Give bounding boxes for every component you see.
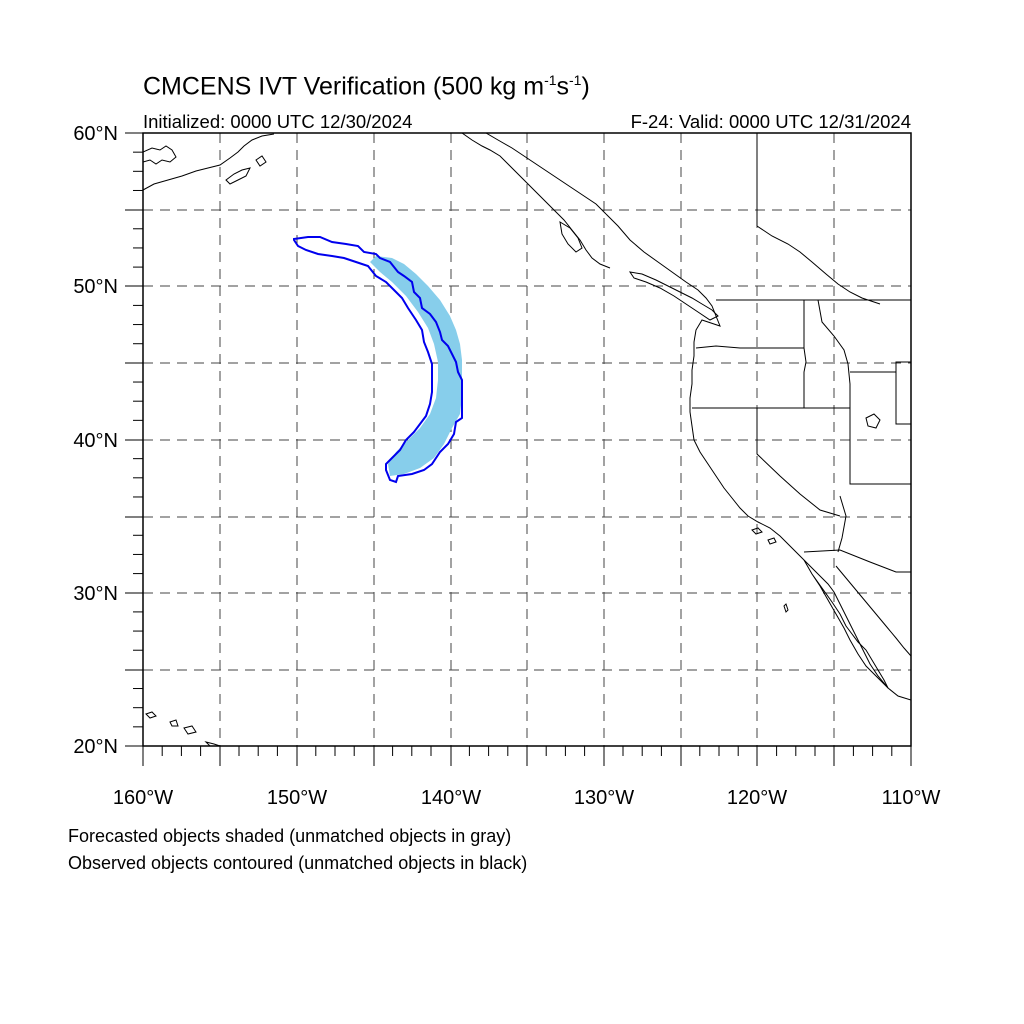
mexico-west-coastline xyxy=(835,565,911,657)
legend-forecast-note: Forecasted objects shaded (unmatched obj… xyxy=(68,826,512,846)
idaho-border xyxy=(803,299,851,408)
y-tick-label-20: 20°N xyxy=(73,736,118,758)
graticule xyxy=(143,133,911,746)
x-tick-label-120w: 120°W xyxy=(727,787,787,809)
arizona-border xyxy=(837,495,847,553)
kodiak-coastline xyxy=(225,167,251,185)
channel-islands xyxy=(751,527,777,545)
baja-california-coastline xyxy=(803,559,889,689)
x-tick-label-110w: 110°W xyxy=(882,787,941,809)
mexico-us-border xyxy=(803,549,911,573)
rocky-mountain-interior xyxy=(756,225,881,305)
map-title: CMCENS IVT Verification (500 kg m-1s-1) xyxy=(143,72,590,101)
y-tick-label-60: 60°N xyxy=(73,123,118,145)
minor-tick-marks xyxy=(133,151,893,756)
x-tick-label-150w: 150°W xyxy=(267,787,327,809)
observed-object-contour xyxy=(293,236,463,484)
legend-observed-note: Observed objects contoured (unmatched ob… xyxy=(68,853,528,873)
y-tick-label-40: 40°N xyxy=(73,430,118,452)
washington-oregon-border xyxy=(695,345,807,408)
alaska-island-coastline xyxy=(255,155,267,167)
southeast-alaska-inner-coast xyxy=(485,133,607,215)
california-nevada-border xyxy=(756,408,841,517)
y-tick-label-30: 30°N xyxy=(73,583,118,605)
x-tick-label-140w: 140°W xyxy=(421,787,481,809)
x-tick-label-130w: 130°W xyxy=(574,787,634,809)
southeast-alaska-coastline xyxy=(461,133,611,269)
tick-marks xyxy=(125,132,912,766)
wyoming-border xyxy=(895,372,911,425)
great-salt-lake xyxy=(865,413,881,429)
west-coast-coastline xyxy=(605,213,911,701)
x-tick-label-160w: 160°W xyxy=(113,787,173,809)
valid-time-label: F-24: Valid: 0000 UTC 12/31/2024 xyxy=(630,111,911,132)
initialized-label: Initialized: 0000 UTC 12/30/2024 xyxy=(143,111,413,132)
montana-wyoming-border xyxy=(850,361,911,373)
alaska-peninsula-coastline xyxy=(143,133,275,191)
alaska-coastline xyxy=(143,145,177,165)
nevada-utah-border xyxy=(849,408,911,485)
y-tick-label-50: 50°N xyxy=(73,276,118,298)
hawaii-islands xyxy=(145,711,221,746)
forecast-object-shaded xyxy=(370,256,462,476)
vancouver-island-coastline xyxy=(628,271,719,321)
haida-gwaii-coastline xyxy=(559,221,583,253)
guadalupe-island xyxy=(783,603,789,613)
